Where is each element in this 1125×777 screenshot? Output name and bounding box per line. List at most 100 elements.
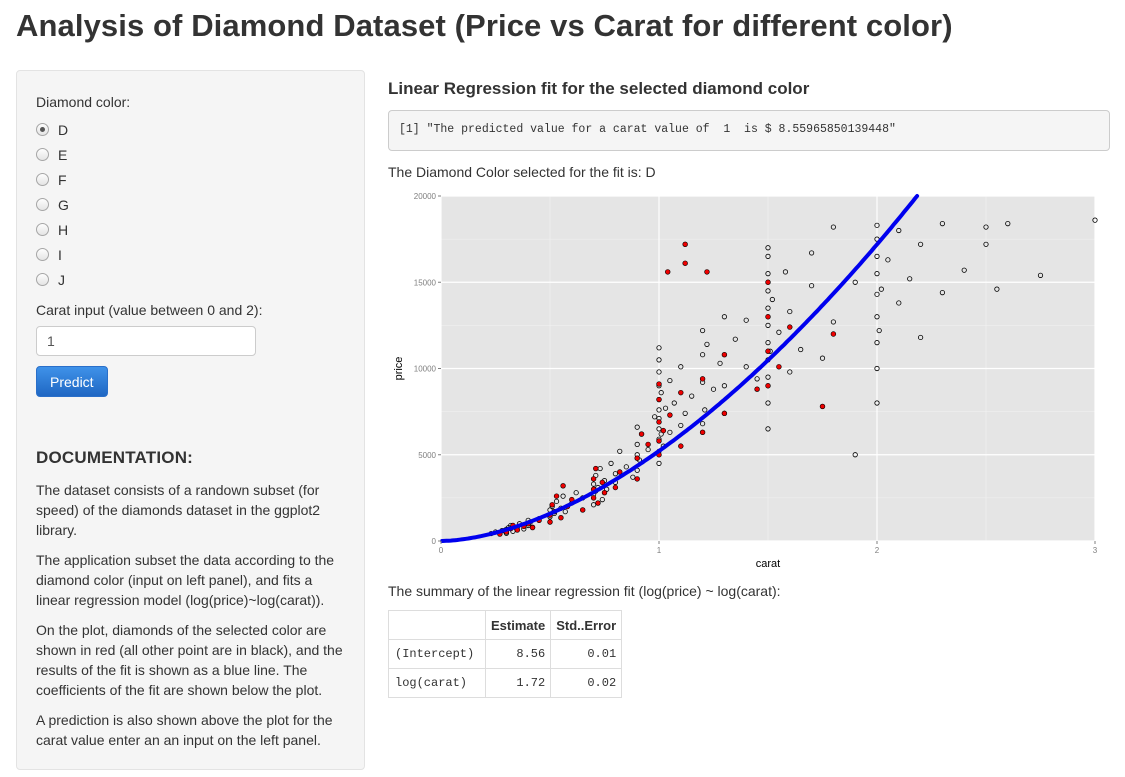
data-point-selected	[547, 519, 553, 525]
data-point	[852, 452, 858, 458]
color-option-f[interactable]: F	[36, 167, 345, 192]
data-point-selected	[682, 241, 688, 247]
data-point	[765, 400, 771, 406]
y-tick-label: 10000	[414, 365, 437, 374]
data-point	[874, 314, 880, 320]
color-option-d[interactable]: D	[36, 117, 345, 142]
data-point	[667, 377, 673, 384]
color-option-label: G	[58, 196, 69, 213]
data-point-selected	[617, 469, 623, 475]
data-point	[553, 498, 560, 504]
data-point	[874, 365, 880, 372]
carat-input-label: Carat input (value between 0 and 2):	[36, 302, 263, 318]
data-point	[765, 374, 771, 380]
data-point	[591, 502, 597, 508]
documentation-paragraph: On the plot, diamonds of the selected co…	[36, 622, 343, 698]
data-point	[717, 360, 723, 366]
data-point	[689, 393, 695, 399]
x-tick-label: 2	[875, 546, 880, 555]
radio-button[interactable]	[36, 248, 49, 261]
data-point	[917, 241, 924, 247]
data-point	[876, 327, 882, 334]
data-point-selected	[560, 483, 566, 489]
table-cell-rowname: (Intercept)	[388, 639, 486, 669]
data-point-selected	[612, 484, 619, 491]
y-tick-label: 0	[432, 537, 437, 546]
table-header: Estimate	[484, 610, 552, 640]
data-point-selected	[638, 431, 645, 437]
color-option-j[interactable]: J	[36, 267, 345, 292]
data-point-selected	[665, 269, 671, 275]
data-point	[721, 314, 727, 320]
color-option-h[interactable]: H	[36, 217, 345, 242]
data-point	[656, 345, 662, 351]
data-point	[874, 291, 880, 297]
data-point	[765, 426, 771, 432]
data-point-selected	[580, 507, 586, 513]
data-point	[732, 336, 738, 342]
documentation-paragraph: A prediction is also shown above the plo…	[36, 712, 333, 748]
table-cell-estimate: 1.72	[484, 668, 552, 698]
data-point-selected	[787, 324, 793, 330]
scatter-plot: 0 1 2 3 0 5000 10000 15000 20000 carat price	[388, 188, 1110, 648]
data-point	[612, 471, 618, 477]
color-option-i[interactable]: I	[36, 242, 345, 267]
data-point	[591, 481, 597, 487]
x-tick-label: 1	[657, 546, 662, 555]
data-point	[765, 245, 771, 251]
data-point	[704, 341, 710, 347]
radio-button[interactable]	[36, 223, 49, 236]
data-point-selected	[529, 524, 536, 531]
x-axis-ticks: 0 1 2 3	[439, 541, 1098, 555]
page-title: Analysis of Diamond Dataset (Price vs Ca…	[16, 8, 953, 43]
documentation-paragraph: The dataset consists of a randown subset…	[36, 482, 321, 538]
data-point	[699, 352, 706, 358]
radio-button[interactable]	[36, 273, 49, 286]
data-point	[896, 300, 902, 306]
radio-button[interactable]	[36, 148, 49, 161]
data-point	[562, 509, 568, 515]
predict-button[interactable]: Predict	[36, 366, 108, 397]
x-tick-label: 3	[1093, 546, 1098, 555]
prediction-output: [1] "The predicted value for a carat val…	[388, 110, 1110, 151]
data-point-selected	[682, 260, 688, 266]
carat-input[interactable]	[36, 326, 256, 356]
data-point	[743, 364, 749, 370]
data-point	[617, 448, 623, 454]
data-point-selected	[634, 476, 640, 482]
data-point	[983, 241, 989, 247]
data-point	[656, 369, 662, 375]
table-cell-estimate: 8.56	[484, 639, 552, 669]
data-point	[656, 407, 662, 413]
radio-button[interactable]	[36, 173, 49, 186]
data-point	[656, 426, 662, 432]
data-point-selected	[830, 331, 837, 337]
radio-button[interactable]	[36, 123, 49, 136]
table-row: log(carat) 1.72 0.02	[388, 668, 623, 698]
y-tick-label: 5000	[418, 451, 436, 460]
data-point	[885, 257, 891, 263]
data-point-selected	[634, 455, 640, 461]
data-point	[678, 422, 684, 429]
data-point-selected	[645, 441, 651, 448]
radio-button[interactable]	[36, 198, 49, 211]
data-point	[599, 496, 605, 503]
color-option-g[interactable]: G	[36, 192, 345, 217]
data-point	[667, 429, 673, 435]
data-point	[623, 464, 629, 470]
data-point	[671, 400, 677, 406]
data-point	[699, 327, 706, 334]
data-point	[765, 322, 771, 328]
documentation-paragraph: The application subset the data accordin…	[36, 552, 335, 608]
data-point-selected	[599, 479, 606, 486]
y-axis-ticks: 0 5000 10000 15000 20000	[414, 192, 441, 546]
color-option-e[interactable]: E	[36, 142, 345, 167]
sidebar-panel: Diamond color: D E F G H I J Ca	[16, 70, 365, 770]
data-point	[917, 334, 924, 341]
data-point-selected	[704, 269, 710, 275]
data-point-selected	[656, 381, 662, 387]
data-point	[754, 376, 760, 382]
table-header-row: Estimate Std..Error	[388, 610, 623, 640]
table-cell-std-error: 0.02	[550, 668, 623, 698]
color-option-label: D	[58, 121, 69, 138]
